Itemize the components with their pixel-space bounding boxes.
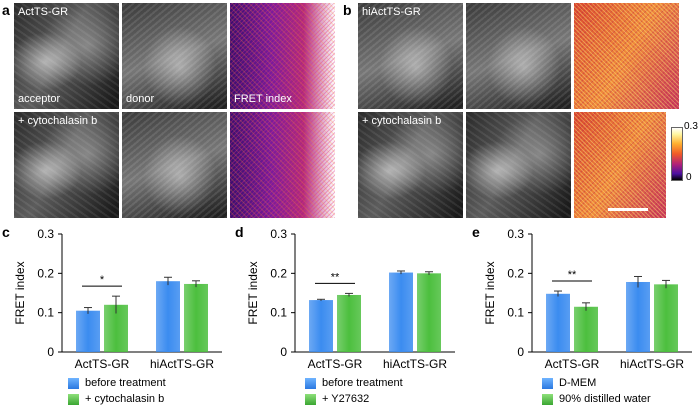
image-b-donor — [466, 3, 571, 109]
bar-1-0 — [626, 281, 650, 352]
bar-1-1 — [184, 283, 208, 352]
label-treatment-a: + cytochalasin b — [18, 115, 98, 127]
legend-item-dmem: D-MEM — [542, 375, 651, 391]
label-acceptor: acceptor — [18, 93, 61, 105]
x-category-label: ActTS-GR — [545, 357, 600, 371]
legend-item-before: before treatment — [68, 375, 166, 391]
legend-d: before treatment + Y27632 — [305, 375, 403, 407]
significance-label: * — [100, 274, 105, 286]
y-tick-label: 0.1 — [270, 306, 287, 320]
image-a-fret-treated — [230, 112, 335, 218]
image-b-acceptor: hiActTS-GR — [358, 3, 463, 109]
y-axis-label: FRET index — [13, 261, 27, 324]
image-a-donor: donor — [122, 3, 227, 109]
label-fret-index: FRET index — [234, 93, 292, 105]
y-tick-label: 0 — [517, 345, 524, 359]
legend-item-water: 90% distilled water — [542, 391, 651, 407]
colorbar-max-label: 0.3 — [684, 121, 698, 132]
legend-item-treated: + Y27632 — [305, 391, 403, 407]
legend-label: D-MEM — [559, 377, 597, 389]
legend-swatch-green — [68, 393, 79, 405]
image-b-acceptor-treated: + cytochalasin b — [358, 112, 463, 218]
chart-svg: 0 0.1 0.2 0.3 FRET index ActTS-GR hiActTS-GR ** — [483, 227, 692, 371]
legend-swatch-blue — [305, 377, 316, 389]
fret-colorbar — [671, 127, 683, 181]
y-tick-label: 0.1 — [37, 306, 54, 320]
bar-1-1 — [654, 284, 678, 352]
legend-label: + Y27632 — [322, 393, 370, 405]
bar-0-0 — [546, 293, 570, 352]
legend-swatch-green — [542, 393, 553, 405]
y-tick-label: 0.2 — [37, 266, 54, 280]
legend-e: D-MEM 90% distilled water — [542, 375, 651, 407]
chart-c: 0 0.1 0.2 0.3 FRET index ActTS-GR hiActTS-GR * — [10, 226, 230, 376]
y-tick-label: 0.2 — [270, 266, 287, 280]
y-tick-label: 0.3 — [270, 227, 287, 241]
colorbar-min-label: 0 — [686, 172, 692, 183]
significance-label: ** — [568, 269, 577, 281]
image-b-donor-treated — [466, 112, 571, 218]
panel-letter-c: c — [2, 224, 10, 240]
y-axis-label: FRET index — [246, 261, 260, 324]
legend-label: before treatment — [322, 377, 403, 389]
legend-label: before treatment — [85, 377, 166, 389]
panel-letter-e: e — [472, 224, 480, 240]
label-donor: donor — [126, 93, 155, 105]
image-b-fret-treated — [574, 112, 666, 218]
image-b-fret — [574, 3, 679, 109]
label-treatment-b: + cytochalasin b — [362, 115, 442, 127]
significance-label: ** — [331, 271, 340, 283]
legend-swatch-blue — [542, 377, 553, 389]
y-tick-label: 0 — [47, 345, 54, 359]
x-category-label: hiActTS-GR — [620, 357, 684, 371]
x-category-label: hiActTS-GR — [150, 357, 214, 371]
x-category-label: ActTS-GR — [308, 357, 363, 371]
image-a-acceptor: ActTS-GR acceptor — [14, 3, 119, 109]
legend-swatch-blue — [68, 377, 79, 389]
image-a-donor-treated — [122, 112, 227, 218]
image-a-acceptor-treated: + cytochalasin b — [14, 112, 119, 218]
bar-1-1 — [417, 273, 441, 352]
panel-letter-d: d — [235, 224, 244, 240]
y-tick-label: 0.3 — [507, 227, 524, 241]
y-tick-label: 0.3 — [37, 227, 54, 241]
bar-0-0 — [76, 310, 100, 352]
image-title-a: ActTS-GR — [18, 6, 69, 18]
legend-item-before: before treatment — [305, 375, 403, 391]
panel-letter-a: a — [2, 2, 10, 18]
bar-0-1 — [337, 294, 361, 352]
chart-d: 0 0.1 0.2 0.3 FRET index ActTS-GR hiActTS-GR ** — [243, 226, 463, 376]
legend-label: 90% distilled water — [559, 393, 651, 405]
x-category-label: hiActTS-GR — [383, 357, 447, 371]
legend-swatch-green — [305, 393, 316, 405]
bar-1-0 — [156, 281, 180, 352]
y-tick-label: 0 — [280, 345, 287, 359]
y-tick-label: 0.2 — [507, 266, 524, 280]
scale-bar — [608, 208, 648, 211]
panel-letter-b: b — [343, 2, 352, 18]
chart-svg: 0 0.1 0.2 0.3 FRET index ActTS-GR hiActTS-GR ** — [246, 227, 455, 371]
x-category-label: ActTS-GR — [75, 357, 130, 371]
image-a-fret: FRET index — [230, 3, 335, 109]
bar-1-0 — [389, 272, 413, 352]
legend-c: before treatment + cytochalasin b — [68, 375, 166, 407]
legend-label: + cytochalasin b — [85, 393, 165, 405]
bar-0-0 — [309, 300, 333, 352]
y-tick-label: 0.1 — [507, 306, 524, 320]
chart-e: 0 0.1 0.2 0.3 FRET index ActTS-GR hiActTS-GR ** — [480, 226, 700, 376]
image-title-b: hiActTS-GR — [362, 6, 421, 18]
chart-svg: 0 0.1 0.2 0.3 FRET index ActTS-GR hiActTS-GR * — [13, 227, 222, 371]
bar-0-1 — [574, 306, 598, 352]
y-axis-label: FRET index — [483, 261, 497, 324]
legend-item-treated: + cytochalasin b — [68, 391, 166, 407]
